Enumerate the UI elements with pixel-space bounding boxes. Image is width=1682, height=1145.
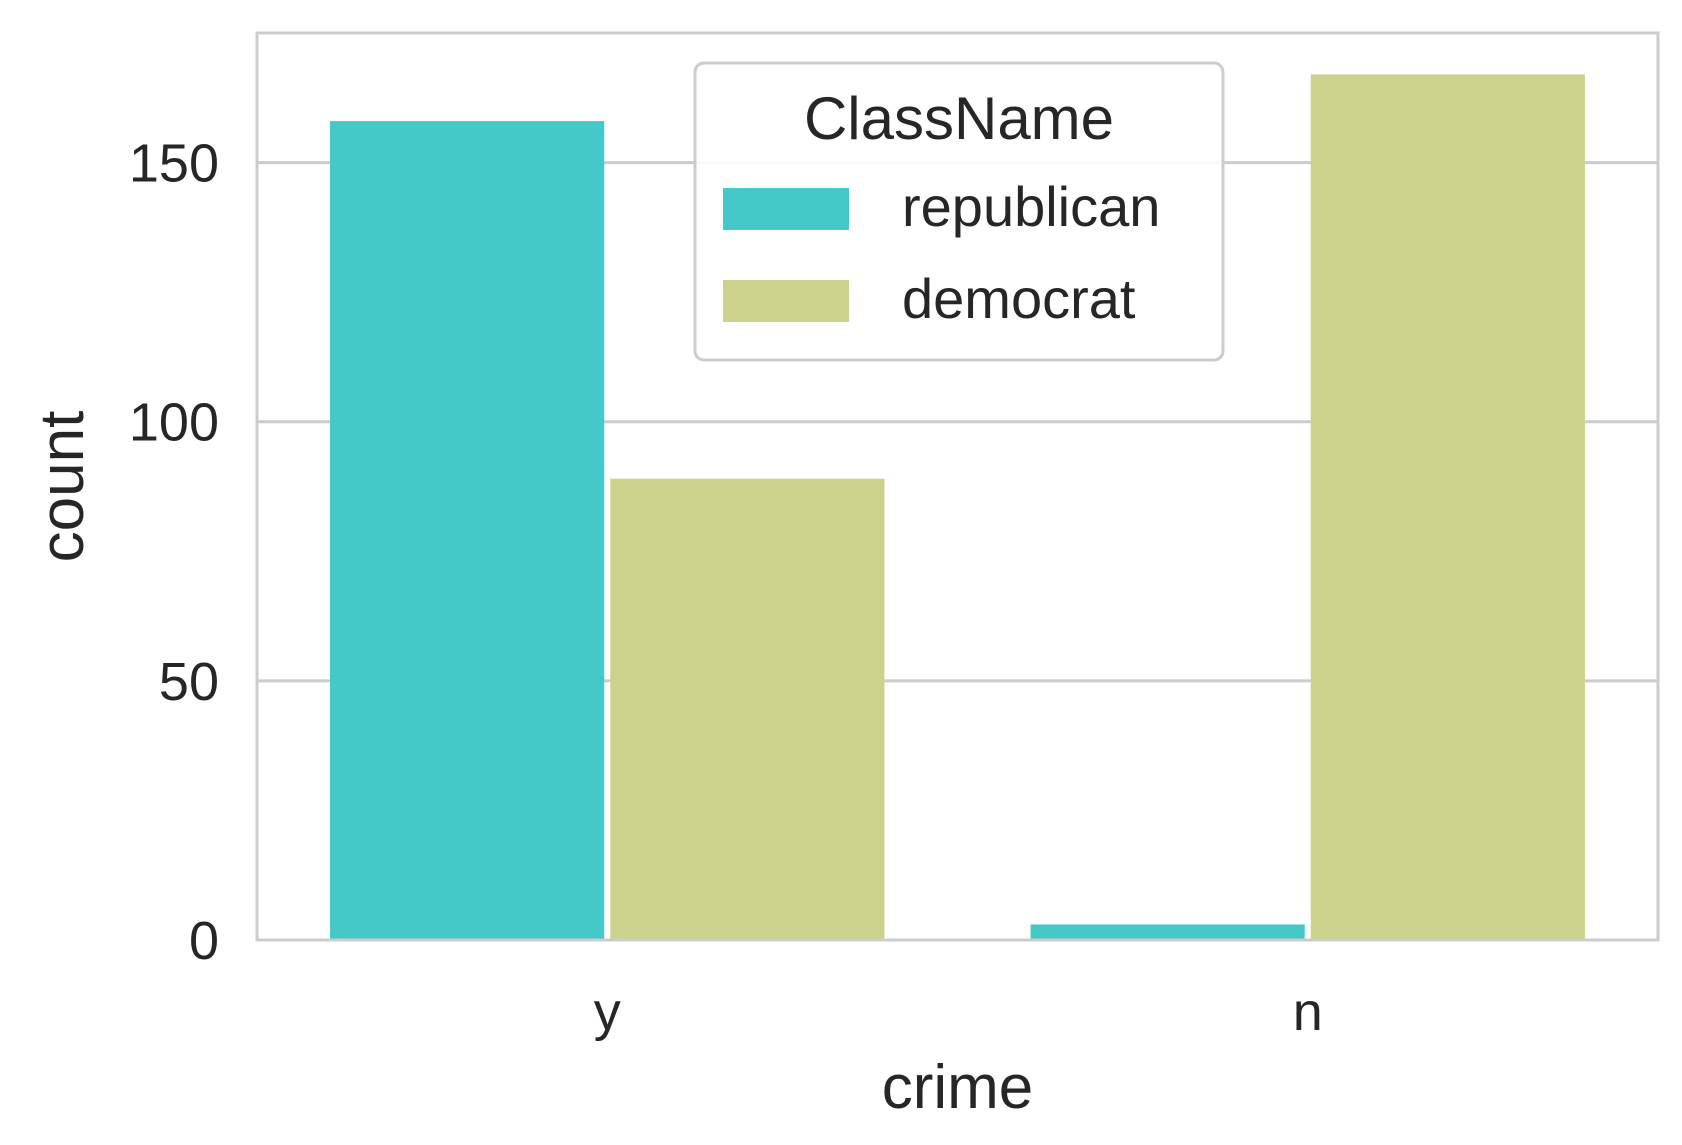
legend-swatch-democrat xyxy=(723,280,849,322)
legend: ClassName republican democrat xyxy=(693,61,1225,362)
bars xyxy=(330,74,1585,940)
legend-label-democrat: democrat xyxy=(902,267,1136,330)
x-tick-label: n xyxy=(1293,982,1323,1042)
legend-label-republican: republican xyxy=(902,175,1160,238)
tick-labels: 0 50 100 150 y n xyxy=(129,134,1323,1042)
y-tick-label: 50 xyxy=(159,652,219,712)
y-tick-label: 100 xyxy=(129,393,219,453)
bar-republican-n xyxy=(1030,924,1305,940)
legend-swatch-republican xyxy=(723,188,849,230)
y-axis-label: count xyxy=(28,411,97,563)
bar-republican-y xyxy=(330,121,605,940)
y-tick-label: 0 xyxy=(189,911,219,971)
x-tick-label: y xyxy=(594,982,621,1042)
plot-frame xyxy=(255,31,1660,942)
x-axis-label: crime xyxy=(882,1053,1034,1122)
legend-entries: republican democrat xyxy=(723,175,1160,330)
legend-title: ClassName xyxy=(804,85,1114,152)
bar-democrat-n xyxy=(1310,74,1585,940)
y-tick-label: 150 xyxy=(129,134,219,194)
bar-democrat-y xyxy=(610,478,885,940)
